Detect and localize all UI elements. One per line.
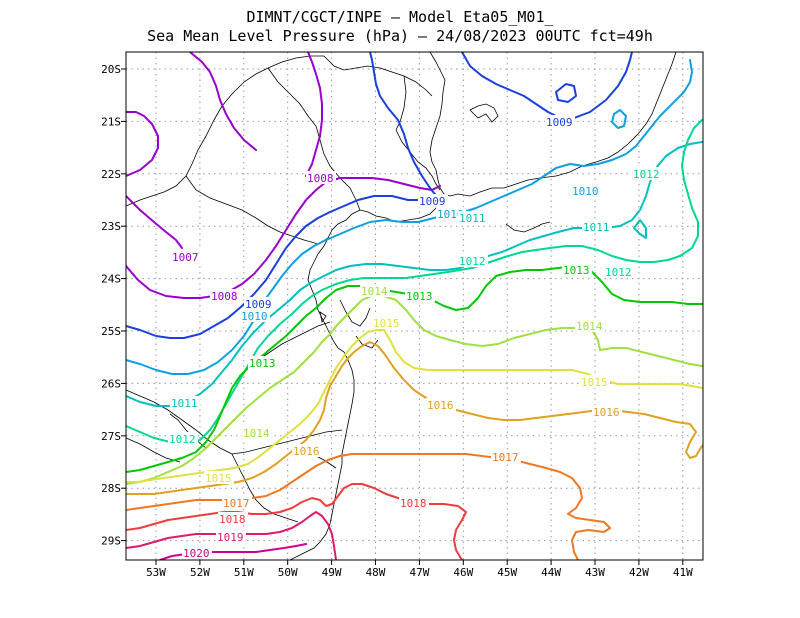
lon-tick-label: 46W (453, 566, 473, 579)
contour-label: 1012 (633, 168, 660, 181)
contour-label: 1011 (459, 212, 486, 225)
contour-label: 1013 (249, 357, 276, 370)
contour-label: 1011 (583, 221, 610, 234)
state-borders (126, 55, 441, 523)
lon-tick-label: 53W (146, 566, 166, 579)
lon-tick-label: 42W (629, 566, 649, 579)
contour-label: 1018 (219, 513, 246, 526)
lat-tick-label: 29S (101, 535, 121, 548)
contour-label: 1011 (171, 397, 198, 410)
isobar-1019 (126, 511, 337, 560)
contour-label: 1020 (183, 547, 210, 560)
contour-label: 1019 (217, 531, 244, 544)
contour-label: 1012 (169, 433, 196, 446)
contour-label: 1010 (437, 208, 464, 221)
lat-tick-label: 20S (101, 63, 121, 76)
isobar-1007 (126, 52, 257, 249)
lat-tick-label: 25S (101, 325, 121, 338)
contour-label: 1008 (307, 172, 334, 185)
isobar-1015 (126, 329, 703, 483)
lon-tick-label: 52W (190, 566, 210, 579)
map-title-line1: DIMNT/CGCT/INPE – Model Eta05_M01_ (246, 8, 554, 26)
lat-tick-label: 26S (101, 377, 121, 390)
isobar-1016 (126, 341, 703, 495)
contour-label: 1007 (172, 251, 199, 264)
contour-label: 1016 (293, 445, 320, 458)
isobar-1010 (126, 59, 693, 375)
lon-tick-label: 49W (322, 566, 342, 579)
plot-frame (125, 51, 704, 561)
isobar-1012 (126, 119, 703, 445)
contour-label: 1017 (223, 497, 250, 510)
lon-tick-label: 50W (278, 566, 298, 579)
lat-lon-grid (126, 52, 703, 560)
contour-label: 1012 (605, 266, 632, 279)
isobar-1017 (126, 453, 611, 560)
lon-tick-label: 47W (409, 566, 429, 579)
isobar-1011 (126, 141, 703, 407)
map-title-line2: Sea Mean Level Pressure (hPa) – 24/08/20… (147, 27, 653, 45)
lat-tick-label: 22S (101, 168, 121, 181)
lon-tick-label: 48W (366, 566, 386, 579)
isobar-1018 (126, 483, 467, 560)
latitude-labels: 20S 21S 22S 23S 24S 25S 26S 27S 28S 29S (101, 63, 121, 548)
contour-label: 1015 (373, 317, 400, 330)
contour-label: 1015 (205, 472, 232, 485)
contour-label: 1010 (241, 310, 268, 323)
lon-tick-label: 43W (585, 566, 605, 579)
contour-label: 1010 (572, 185, 599, 198)
lat-tick-label: 28S (101, 482, 121, 495)
contour-label: 1017 (492, 451, 519, 464)
lon-tick-label: 41W (673, 566, 693, 579)
isobar-1008 (126, 52, 441, 299)
lon-tick-label: 44W (541, 566, 561, 579)
lat-tick-label: 21S (101, 115, 121, 128)
isobar-1020 (159, 543, 307, 560)
contour-label: 1016 (427, 399, 454, 412)
contour-label: 1008 (211, 290, 238, 303)
contour-label: 1014 (243, 427, 270, 440)
contour-labels: 1008 1007 1008 1009 1009 1009 1010 1010 … (168, 115, 662, 560)
lat-tick-label: 27S (101, 430, 121, 443)
contour-label: 1016 (593, 406, 620, 419)
lon-tick-label: 51W (234, 566, 254, 579)
contour-label: 1014 (576, 320, 603, 333)
contour-label: 1009 (546, 116, 573, 129)
contour-label: 1013 (563, 264, 590, 277)
lat-tick-label: 23S (101, 220, 121, 233)
contour-label: 1013 (406, 290, 433, 303)
contour-label: 1014 (361, 285, 388, 298)
contour-label: 1009 (245, 298, 272, 311)
contour-label: 1018 (400, 497, 427, 510)
contour-label: 1015 (581, 376, 608, 389)
axis-ticks (121, 68, 684, 565)
longitude-labels: 53W 52W 51W 50W 49W 48W 47W 46W 45W 44W 43W 42W 41W (146, 566, 693, 579)
lat-tick-label: 24S (101, 273, 121, 286)
lon-tick-label: 45W (497, 566, 517, 579)
contour-label: 1012 (459, 255, 486, 268)
contour-label: 1009 (419, 195, 446, 208)
